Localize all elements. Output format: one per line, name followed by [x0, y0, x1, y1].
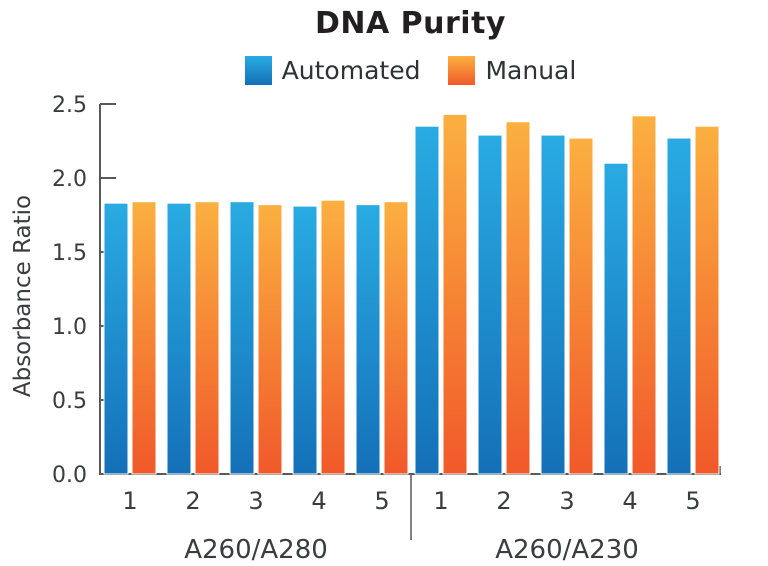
- bar-manual-group2-sample3: [568, 137, 594, 475]
- bar-manual-group2-sample2: [505, 121, 531, 475]
- bar-automated-group1-sample2: [166, 202, 192, 475]
- y-tick-label: 0.5: [52, 389, 87, 414]
- x-category-label: 1: [433, 487, 448, 515]
- bar-manual-group1-sample5: [383, 201, 409, 475]
- legend-swatch-automated: [244, 55, 272, 85]
- x-group-label: A260/A230: [495, 535, 639, 565]
- y-tick-label: 0.0: [52, 463, 87, 488]
- bar-automated-group2-sample2: [477, 134, 503, 475]
- bar-automated-group1-sample1: [103, 202, 129, 475]
- bar-automated-group1-sample3: [229, 201, 255, 475]
- bar-manual-group1-sample3: [257, 204, 283, 475]
- y-tick-label: 2.0: [52, 167, 87, 192]
- bar-automated-group1-sample4: [292, 205, 318, 475]
- bar-manual-group2-sample4: [631, 115, 657, 475]
- x-category-label: 2: [496, 487, 511, 515]
- bar-automated-group1-sample5: [355, 204, 381, 475]
- chart-legend: Automated Manual: [100, 52, 721, 88]
- x-category-label: 5: [374, 487, 389, 515]
- x-category-label: 5: [685, 487, 700, 515]
- bar-automated-group2-sample5: [666, 137, 692, 475]
- bar-manual-group2-sample5: [694, 125, 720, 475]
- chart-title: DNA Purity: [315, 6, 506, 41]
- legend-item-automated: Automated: [244, 55, 421, 85]
- y-tick-label: 1.5: [52, 241, 87, 266]
- bar-automated-group2-sample1: [414, 125, 440, 475]
- bar-manual-group1-sample1: [131, 201, 157, 475]
- y-tick-label: 1.0: [52, 315, 87, 340]
- bar-automated-group2-sample4: [603, 162, 629, 475]
- y-axis-title: Absorbance Ratio: [10, 195, 36, 397]
- legend-label-automated: Automated: [281, 55, 421, 85]
- legend-swatch-manual: [448, 55, 476, 85]
- x-category-label: 2: [185, 487, 200, 515]
- bar-manual-group1-sample2: [194, 201, 220, 475]
- x-group-label: A260/A280: [184, 535, 328, 565]
- legend-label-manual: Manual: [485, 55, 577, 85]
- x-category-label: 4: [311, 487, 326, 515]
- legend-item-manual: Manual: [448, 55, 577, 85]
- bar-automated-group2-sample3: [540, 134, 566, 475]
- x-category-label: 1: [122, 487, 137, 515]
- x-category-label: 3: [248, 487, 263, 515]
- bar-manual-group2-sample1: [442, 113, 468, 475]
- bar-manual-group1-sample4: [320, 199, 346, 475]
- x-category-label: 4: [622, 487, 637, 515]
- y-tick-label: 2.5: [52, 93, 87, 118]
- x-category-label: 3: [559, 487, 574, 515]
